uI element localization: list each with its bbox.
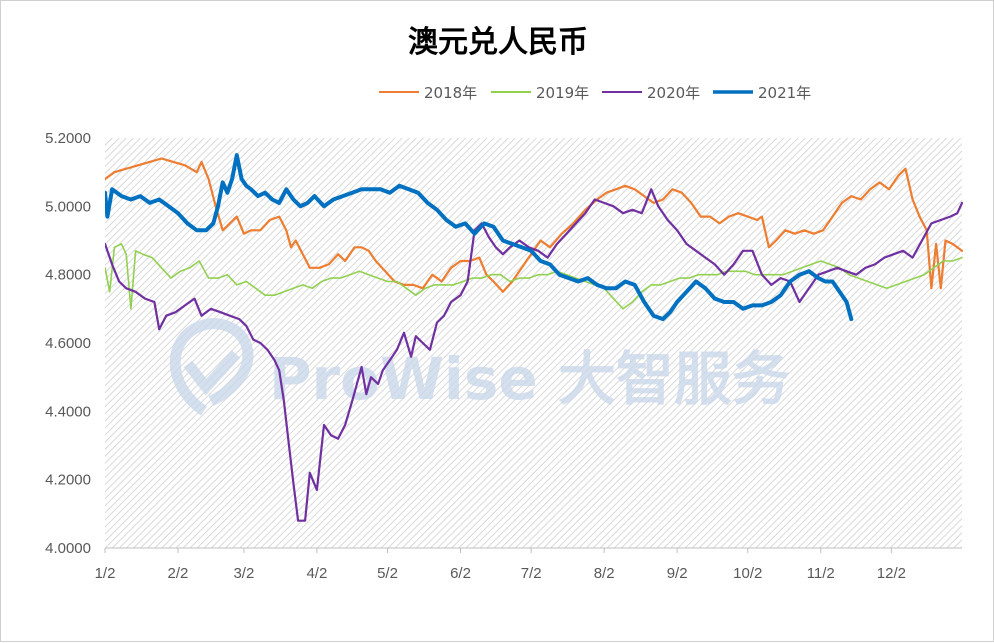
watermark: ProWise 大智服务 [169,318,790,416]
series-line-2018年 [105,157,963,293]
series-line-2021年 [105,153,854,322]
legend-label: 2019年 [536,84,589,102]
series-line-2019年 [105,243,963,310]
y-tick-label: 4.2000 [45,472,91,489]
legend-label: 2018年 [424,84,477,102]
x-axis: 1/2 2/2 3/2 4/2 5/2 6/2 7/2 8/2 9/2 10/2 11/2 12/2 [95,547,962,582]
x-tick-label: 10/2 [733,565,762,582]
x-tick-label: 12/2 [877,565,906,582]
x-tick-label: 7/2 [521,565,542,582]
x-tick-label: 2/2 [168,565,189,582]
legend: 2018年 2019年 2020年 2021年 [379,84,811,102]
plot-area [105,138,962,548]
x-tick-label: 1/2 [95,565,116,582]
x-tick-label: 6/2 [450,565,471,582]
x-tick-label: 8/2 [594,565,615,582]
y-tick-label: 4.0000 [45,540,91,557]
y-tick-label: 5.0000 [45,198,91,215]
y-tick-label: 4.4000 [45,403,91,420]
y-tick-label: 4.6000 [45,335,91,352]
legend-label: 2020年 [647,84,700,102]
prowise-logo-icon [169,318,254,416]
series-line-2020年 [105,188,963,522]
x-tick-label: 9/2 [667,565,688,582]
y-axis: 4.0000 4.2000 4.4000 4.6000 4.8000 5.0000 5.20… [45,130,91,557]
x-tick-label: 3/2 [233,565,254,582]
y-tick-label: 4.8000 [45,267,91,284]
y-tick-label: 5.2000 [45,130,91,147]
x-tick-label: 11/2 [807,565,835,582]
x-tick-label: 5/2 [377,565,398,582]
x-tick-label: 4/2 [306,565,327,582]
chart-title: 澳元兑人民币 [408,25,588,60]
legend-label: 2021年 [758,84,811,102]
series-layer [105,153,963,522]
watermark-text: ProWise 大智服务 [269,345,790,413]
